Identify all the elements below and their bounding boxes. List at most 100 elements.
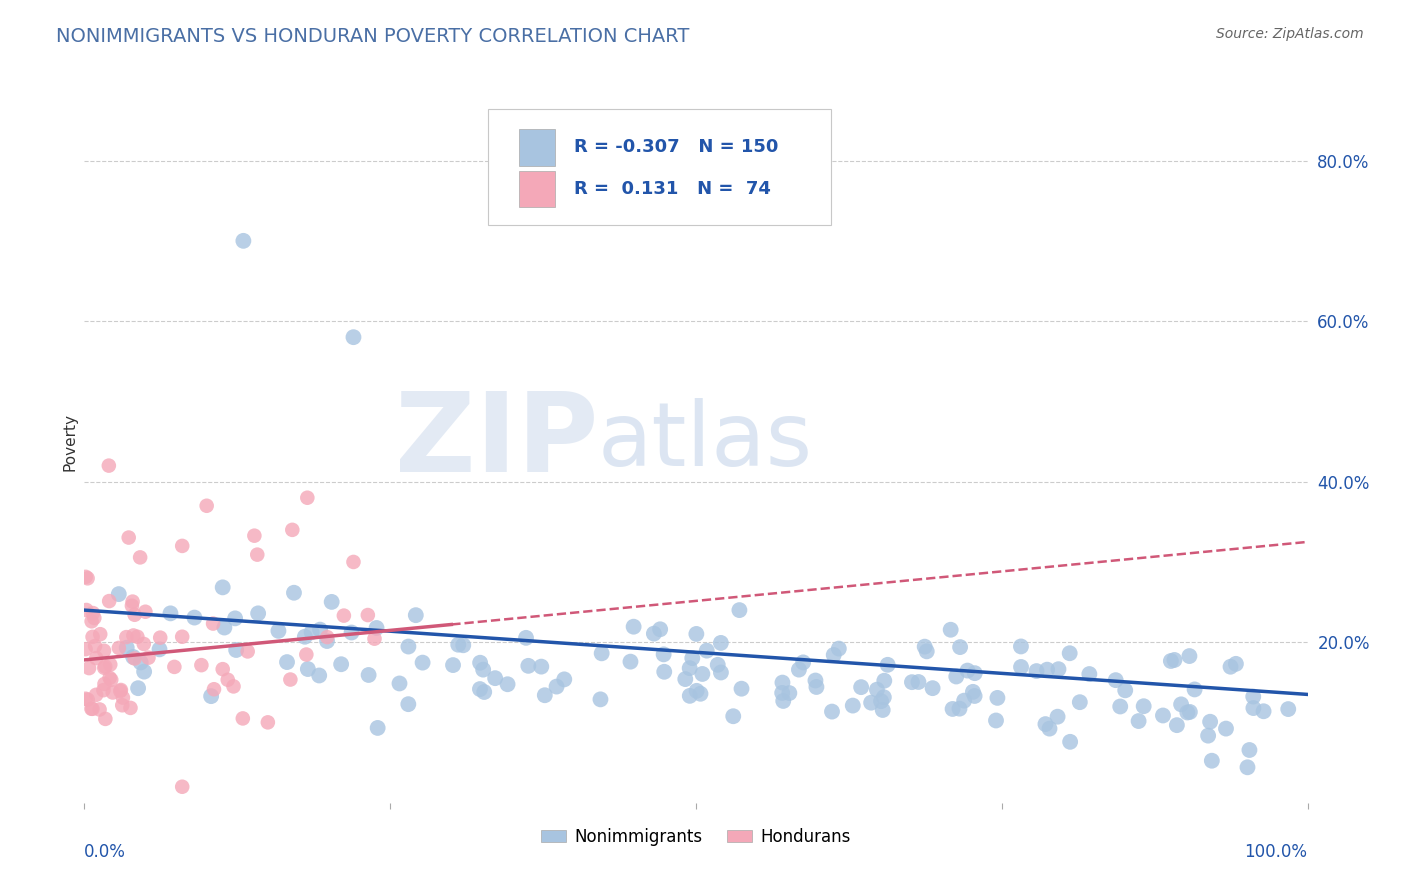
- Point: [710, 636, 733, 650]
- Point: [110, 684, 132, 698]
- Point: [316, 634, 339, 648]
- Point: [533, 688, 555, 702]
- FancyBboxPatch shape: [488, 109, 831, 225]
- Point: [956, 664, 979, 678]
- Point: [243, 529, 266, 543]
- Point: [728, 603, 751, 617]
- Point: [710, 665, 733, 680]
- Point: [405, 608, 427, 623]
- Point: [484, 671, 506, 685]
- Point: [681, 651, 703, 665]
- Point: [1114, 683, 1136, 698]
- Point: [111, 690, 134, 705]
- Point: [468, 681, 491, 696]
- Point: [94, 712, 117, 726]
- Point: [962, 685, 984, 699]
- Point: [1201, 754, 1223, 768]
- Point: [821, 705, 844, 719]
- Point: [163, 660, 186, 674]
- Point: [685, 627, 707, 641]
- Point: [770, 686, 793, 700]
- Point: [730, 681, 752, 696]
- Point: [530, 659, 553, 673]
- Point: [778, 686, 800, 700]
- Point: [101, 685, 124, 699]
- Point: [93, 677, 115, 691]
- Point: [121, 594, 143, 608]
- Point: [1059, 735, 1081, 749]
- Point: [1160, 654, 1182, 668]
- Point: [122, 650, 145, 665]
- Point: [984, 714, 1007, 728]
- Point: [679, 689, 702, 703]
- Point: [650, 622, 672, 636]
- Point: [963, 666, 986, 681]
- Point: [224, 611, 246, 625]
- Point: [986, 690, 1008, 705]
- Point: [127, 681, 149, 696]
- Point: [1197, 729, 1219, 743]
- Point: [673, 672, 696, 686]
- Point: [94, 659, 117, 673]
- Point: [949, 640, 972, 654]
- Point: [297, 662, 319, 676]
- Point: [366, 621, 388, 635]
- Point: [1105, 673, 1128, 687]
- Point: [1219, 659, 1241, 673]
- Point: [77, 661, 100, 675]
- Point: [129, 550, 152, 565]
- Text: R =  0.131   N =  74: R = 0.131 N = 74: [574, 179, 770, 198]
- Point: [309, 623, 332, 637]
- Point: [200, 689, 222, 703]
- Point: [297, 491, 319, 505]
- Point: [1109, 699, 1132, 714]
- Point: [84, 639, 107, 653]
- Point: [124, 651, 146, 665]
- Point: [1239, 743, 1261, 757]
- Point: [860, 696, 883, 710]
- Point: [93, 661, 115, 675]
- Point: [1170, 698, 1192, 712]
- Point: [619, 655, 641, 669]
- Point: [643, 626, 665, 640]
- Point: [396, 640, 419, 654]
- Point: [367, 721, 389, 735]
- Point: [472, 685, 495, 699]
- Point: [222, 680, 245, 694]
- Point: [97, 458, 120, 473]
- Point: [907, 675, 929, 690]
- Point: [98, 671, 121, 685]
- Point: [236, 644, 259, 658]
- Point: [283, 586, 305, 600]
- Legend: Nonimmigrants, Hondurans: Nonimmigrants, Hondurans: [534, 821, 858, 852]
- Point: [823, 648, 845, 662]
- Point: [118, 531, 141, 545]
- Point: [111, 698, 134, 713]
- Point: [1128, 714, 1150, 728]
- Point: [948, 701, 970, 715]
- Point: [472, 663, 495, 677]
- Point: [591, 646, 613, 660]
- Point: [84, 688, 107, 702]
- Point: [696, 643, 718, 657]
- Point: [1047, 662, 1070, 676]
- Y-axis label: Poverty: Poverty: [62, 412, 77, 471]
- Point: [1010, 660, 1032, 674]
- Point: [80, 702, 103, 716]
- Point: [804, 673, 827, 688]
- Text: NONIMMIGRANTS VS HONDURAN POVERTY CORRELATION CHART: NONIMMIGRANTS VS HONDURAN POVERTY CORREL…: [56, 27, 689, 45]
- Point: [849, 680, 872, 694]
- Point: [83, 611, 105, 625]
- Point: [333, 608, 356, 623]
- Point: [134, 665, 156, 679]
- Point: [1241, 701, 1264, 715]
- Text: atlas: atlas: [598, 398, 813, 485]
- Point: [1059, 646, 1081, 660]
- Point: [945, 669, 967, 683]
- Point: [214, 621, 236, 635]
- Point: [93, 683, 115, 698]
- Point: [806, 680, 828, 694]
- Point: [316, 630, 339, 644]
- Point: [939, 623, 962, 637]
- Point: [217, 673, 239, 687]
